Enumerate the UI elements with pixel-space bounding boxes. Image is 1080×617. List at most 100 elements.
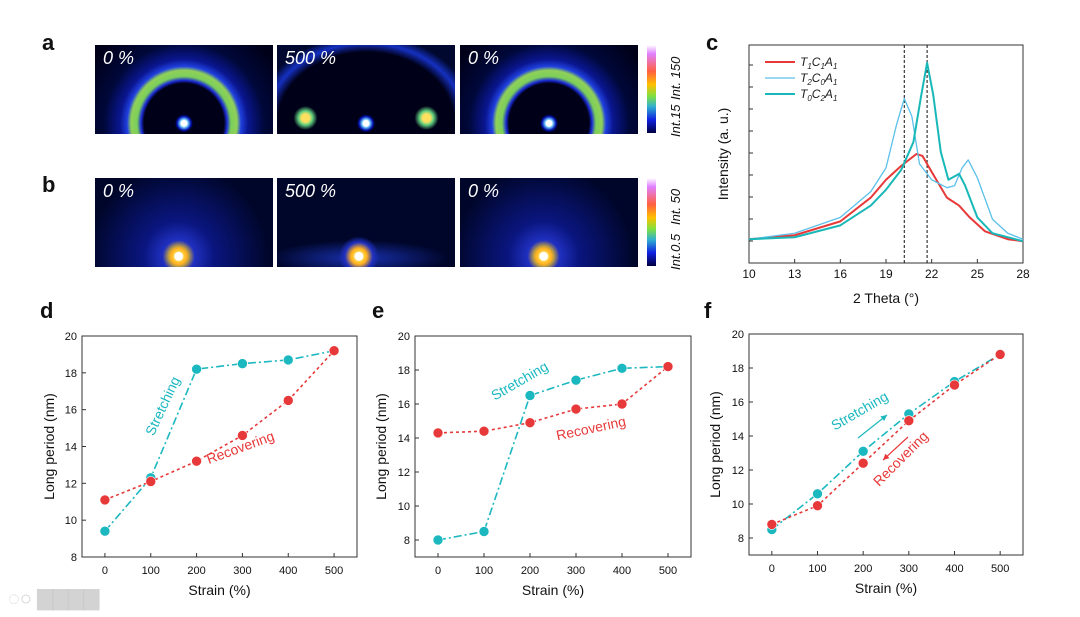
data-point <box>662 361 674 372</box>
strain-label: 500 % <box>285 181 337 201</box>
series-line-stretching <box>104 349 335 532</box>
colorbar-a <box>647 45 656 133</box>
y-axis-label: Long period (nm) <box>373 393 389 500</box>
data-point <box>328 345 340 357</box>
arrow-stretching-icon <box>857 414 888 439</box>
strain-label: 500 % <box>285 48 337 68</box>
annotation-stretching: Stretching <box>828 388 891 433</box>
x-tick-label: 400 <box>613 565 631 577</box>
y-tick-label: 14 <box>398 433 410 445</box>
waxs-pattern-0: 0 % <box>95 45 273 134</box>
data-point <box>432 534 444 546</box>
data-point <box>237 430 248 441</box>
annotation-recovering: Recovering <box>870 428 931 489</box>
y-axis-label: Long period (nm) <box>707 391 723 498</box>
y-tick-label: 12 <box>732 465 744 477</box>
x-tick-label: 0 <box>435 565 441 577</box>
y-tick-label: 20 <box>732 329 744 341</box>
x-tick-label: 500 <box>659 565 677 577</box>
y-tick-label: 8 <box>738 533 744 545</box>
series-line-recovering <box>104 350 335 501</box>
data-point <box>903 415 915 427</box>
panel-letter-b: b <box>42 172 56 197</box>
arrowhead-icon <box>880 415 887 422</box>
data-point <box>432 427 444 439</box>
y-tick-label: 20 <box>398 331 410 343</box>
data-point <box>237 358 248 369</box>
data-point <box>616 362 628 374</box>
data-point <box>99 494 111 506</box>
x-tick-label: 300 <box>233 565 251 577</box>
panel-letter-a: a <box>42 30 55 55</box>
x-tick-label: 19 <box>879 267 893 281</box>
x-tick-label: 200 <box>854 563 872 575</box>
saxs-pattern-0-recovered: 0 % <box>460 178 638 267</box>
y-tick-label: 18 <box>65 368 77 380</box>
y-tick-label: 18 <box>398 365 410 377</box>
strain-label: 0 % <box>103 181 135 201</box>
data-point <box>99 525 111 537</box>
x-tick-label: 16 <box>834 267 848 281</box>
saxs-pattern-500: 500 % <box>277 178 455 267</box>
legend-label: T1C1A1 <box>800 55 837 71</box>
panel-letter-d: d <box>40 298 54 323</box>
y-axis-label: Long period (nm) <box>41 393 57 500</box>
data-point <box>524 417 536 429</box>
y-tick-label: 8 <box>404 535 410 547</box>
panel-letter-e: e <box>372 298 385 323</box>
series-line-stretching <box>771 353 1001 531</box>
waxs-pattern-0-recovered: 0 % <box>460 45 638 134</box>
x-tick-label: 100 <box>142 565 160 577</box>
panel-letter-c: c <box>706 30 719 55</box>
x-tick-label: 13 <box>788 267 802 281</box>
series-line-recovering <box>771 353 1001 526</box>
annotation-stretching: Stretching <box>488 358 551 403</box>
annotation-stretching: Stretching <box>142 374 183 438</box>
y-tick-label: 10 <box>65 515 77 527</box>
y-tick-label: 10 <box>732 499 744 511</box>
legend-label: T2C0A1 <box>800 71 837 87</box>
data-point <box>478 425 490 437</box>
data-point <box>857 445 869 457</box>
y-tick-label: 8 <box>71 552 77 564</box>
x-axis-label: Strain (%) <box>188 582 250 598</box>
strain-label: 0 % <box>468 48 500 68</box>
waxs-pattern-500: 500 % <box>277 45 455 134</box>
x-axis-label: 2 Theta (°) <box>853 290 919 306</box>
data-point <box>145 476 157 487</box>
series-line-t0c2a1 <box>748 61 1024 243</box>
plot-frame-e <box>414 335 692 558</box>
data-point <box>282 354 294 366</box>
panel-letter-f: f <box>704 298 712 323</box>
arrowhead-icon <box>883 453 890 460</box>
legend-label: T0C2A1 <box>800 87 837 103</box>
x-tick-label: 25 <box>971 267 985 281</box>
data-point <box>570 403 582 415</box>
x-axis-label: Strain (%) <box>855 580 917 596</box>
data-point <box>616 398 628 410</box>
data-point <box>282 395 294 406</box>
series-line-recovering <box>437 365 669 434</box>
annotation-recovering: Recovering <box>555 413 628 443</box>
y-tick-label: 12 <box>65 478 77 490</box>
x-tick-label: 100 <box>475 565 493 577</box>
data-point <box>524 390 536 401</box>
x-tick-label: 500 <box>325 565 343 577</box>
y-tick-label: 16 <box>732 397 744 409</box>
x-tick-label: 300 <box>567 565 585 577</box>
y-tick-label: 14 <box>65 442 77 454</box>
data-point <box>478 526 490 537</box>
data-point <box>812 488 823 500</box>
colorbar-b <box>647 178 656 266</box>
x-tick-label: 300 <box>900 563 918 575</box>
data-point <box>570 374 582 386</box>
x-tick-label: 200 <box>187 565 205 577</box>
plot-frame-f <box>748 333 1024 556</box>
x-tick-label: 22 <box>925 267 939 281</box>
x-tick-label: 0 <box>102 565 108 577</box>
data-point <box>857 457 869 469</box>
x-axis-label: Strain (%) <box>522 582 584 598</box>
data-point <box>191 363 202 375</box>
